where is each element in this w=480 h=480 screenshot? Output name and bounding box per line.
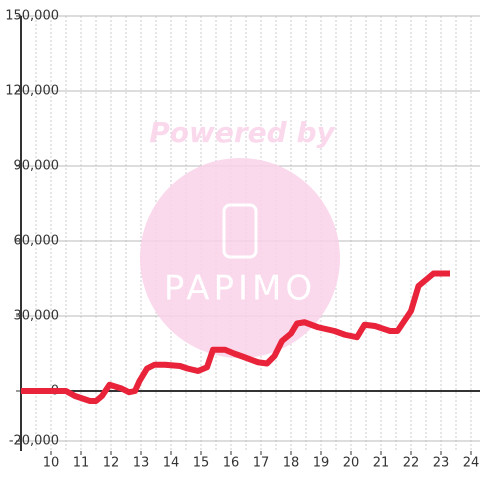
x-tick-label: 14: [163, 456, 180, 471]
x-tick-label: 22: [403, 456, 420, 471]
watermark-icon: [222, 203, 258, 259]
x-tick-label: 21: [373, 456, 390, 471]
x-tick-label: 18: [283, 456, 300, 471]
watermark: Powered by PAPIMO: [140, 116, 340, 358]
watermark-logo: PAPIMO: [164, 269, 316, 309]
x-tick-label: 15: [193, 456, 210, 471]
x-tick-label: 19: [313, 456, 330, 471]
y-tick-label: 60,000: [14, 234, 60, 249]
line: [21, 270, 450, 404]
x-tick-label: 12: [103, 456, 120, 471]
x-tick-label: 16: [223, 456, 240, 471]
y-tick-label: 120,000: [5, 84, 59, 99]
x-tick-label: 23: [433, 456, 450, 471]
x-tick-label: 17: [253, 456, 270, 471]
y-tick-label: 90,000: [14, 159, 60, 174]
y-tick-label: 30,000: [14, 309, 60, 324]
watermark-text: Powered by: [149, 116, 336, 149]
x-tick-label: 11: [73, 456, 90, 471]
x-tick-label: 20: [343, 456, 360, 471]
y-tick-label: -20,000: [9, 434, 59, 449]
y-tick-label: 150,000: [5, 9, 59, 24]
x-tick-label: 24: [463, 456, 480, 471]
x-tick-label: 13: [133, 456, 150, 471]
x-tick-label: 10: [43, 456, 60, 471]
